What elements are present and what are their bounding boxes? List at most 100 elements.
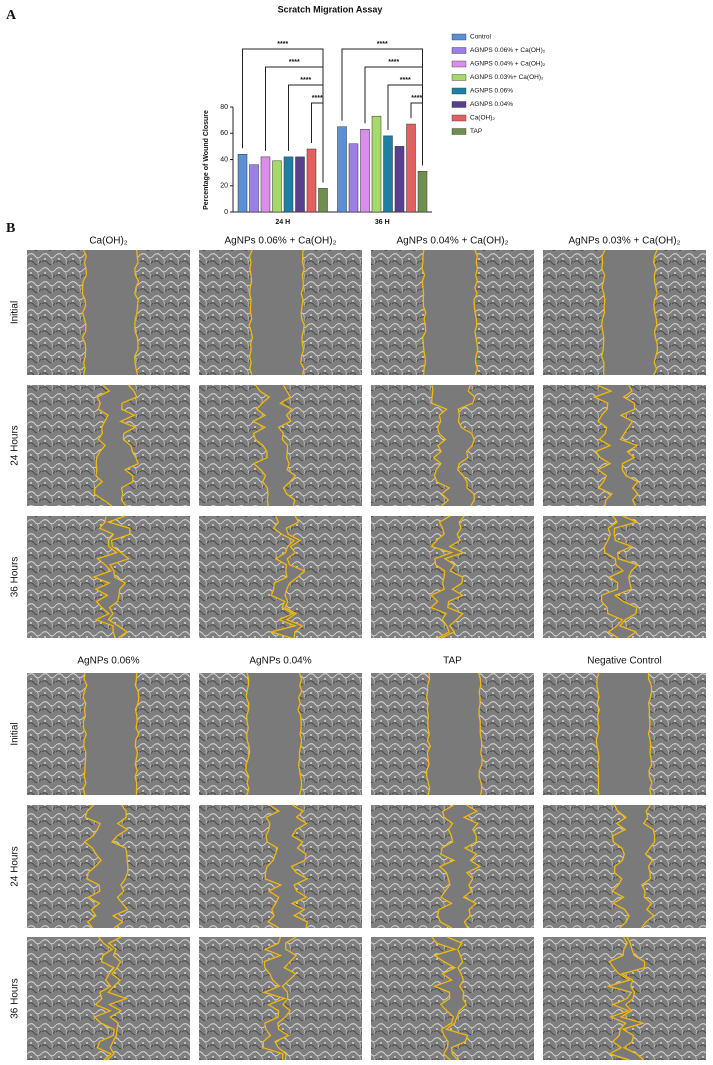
wound-edge [421,249,427,376]
wound-gap [601,516,638,638]
column-title: AgNPs 0.04% [249,656,311,667]
wound-edge [437,804,456,929]
wound-gap [245,673,302,795]
y-tick-label: 20 [220,183,228,190]
wound-edge [82,672,88,796]
wound-gap [263,937,297,1060]
wound-gap [93,516,130,638]
legend-swatch [451,33,467,41]
legend-swatch [451,128,467,135]
significance-bracket [410,102,423,166]
wound-gap [421,250,478,375]
legend-label: AGNPS 0.06% [470,88,513,95]
wound-edge [83,804,103,929]
row-label: Initial [10,301,21,324]
significance-label: **** [277,41,288,48]
wound-edge [264,804,283,929]
row-label: 36 Hours [10,557,21,598]
significance-bracket [311,102,324,183]
wound-edge [430,384,451,507]
wound-edge [91,515,119,639]
y-tick-label: 40 [220,156,228,163]
legend-swatch [451,74,467,81]
wound-edge [248,249,254,376]
column-title: TAP [443,656,462,667]
y-axis-label: Percentage of Wound Closure [203,110,210,210]
wound-edge [600,249,606,376]
wound-edge [300,249,305,376]
legend-label: AGNPS 0.04% [470,101,513,108]
bar [383,135,393,213]
wound-edge [431,936,458,1061]
column-title: Ca(OH)₂ [89,236,127,247]
row-label: 24 Hours [10,425,21,466]
wound-edge [245,672,251,796]
bar [394,146,405,213]
legend-swatch [451,101,467,108]
legend-swatch [451,60,467,68]
legend-swatch [451,47,467,54]
bar [249,164,259,213]
wound-edge [277,384,297,507]
wound-edge [93,936,116,1061]
y-tick-label: 60 [220,130,228,137]
x-tick-label: 36 H [375,219,390,226]
wound-edge [110,804,129,929]
wound-gap [601,250,658,375]
wound-gap [82,250,139,375]
wound-gap [431,385,475,506]
wound-edge [119,384,140,507]
legend-label: TAP [470,128,482,135]
wound-edge [592,384,614,507]
wound-gap [249,250,305,375]
wound-edge [106,936,129,1061]
bar [295,156,305,213]
legend-label: Control [470,34,492,41]
wound-edge [640,804,656,929]
wound-edge [478,672,483,796]
bar [371,115,382,213]
column-title: AgNPs 0.06% [77,656,139,667]
micrograph [199,516,362,638]
wound-edge [284,515,306,639]
wound-edge [429,515,454,639]
wound-gap [431,516,465,638]
bar [417,171,428,213]
bar [260,156,271,213]
y-tick-label: 80 [220,104,228,111]
wound-gap [253,385,296,506]
wound-edge [134,249,140,376]
wound-edge [93,384,113,507]
wound-edge [595,672,600,796]
row-label: Initial [10,722,21,745]
wound-gap [94,937,127,1060]
wound-edge [274,936,298,1061]
bar [318,188,328,213]
significance-label: **** [312,95,323,102]
wound-edge [606,936,633,1061]
row-label: 24 Hours [10,846,21,887]
column-title: AgNPs 0.04% + Ca(OH)₂ [397,236,509,247]
significance-label: **** [400,77,411,84]
wound-gap [426,673,483,795]
column-title: Negative Control [587,656,661,667]
wound-gap [265,805,308,928]
bar [337,126,347,213]
bar [306,148,317,213]
column-title: AgNPs 0.06% + Ca(OH)₂ [225,236,337,247]
bar [348,143,359,213]
wound-gap [437,805,480,928]
wound-edge [652,249,659,376]
wound-edge [290,804,309,929]
wound-gap [594,385,638,506]
wound-edge [619,936,646,1061]
wound-gap [83,673,139,795]
legend-label: AGNPS 0.06% + Ca(OH)₂ [470,47,546,54]
wound-edge [262,936,287,1061]
wound-edge [473,249,479,376]
wound-edge [81,249,88,376]
wound-gap [608,937,645,1060]
wound-edge [269,515,298,639]
wound-gap [271,516,305,638]
legend-label: Ca(OH)₂ [470,115,495,122]
